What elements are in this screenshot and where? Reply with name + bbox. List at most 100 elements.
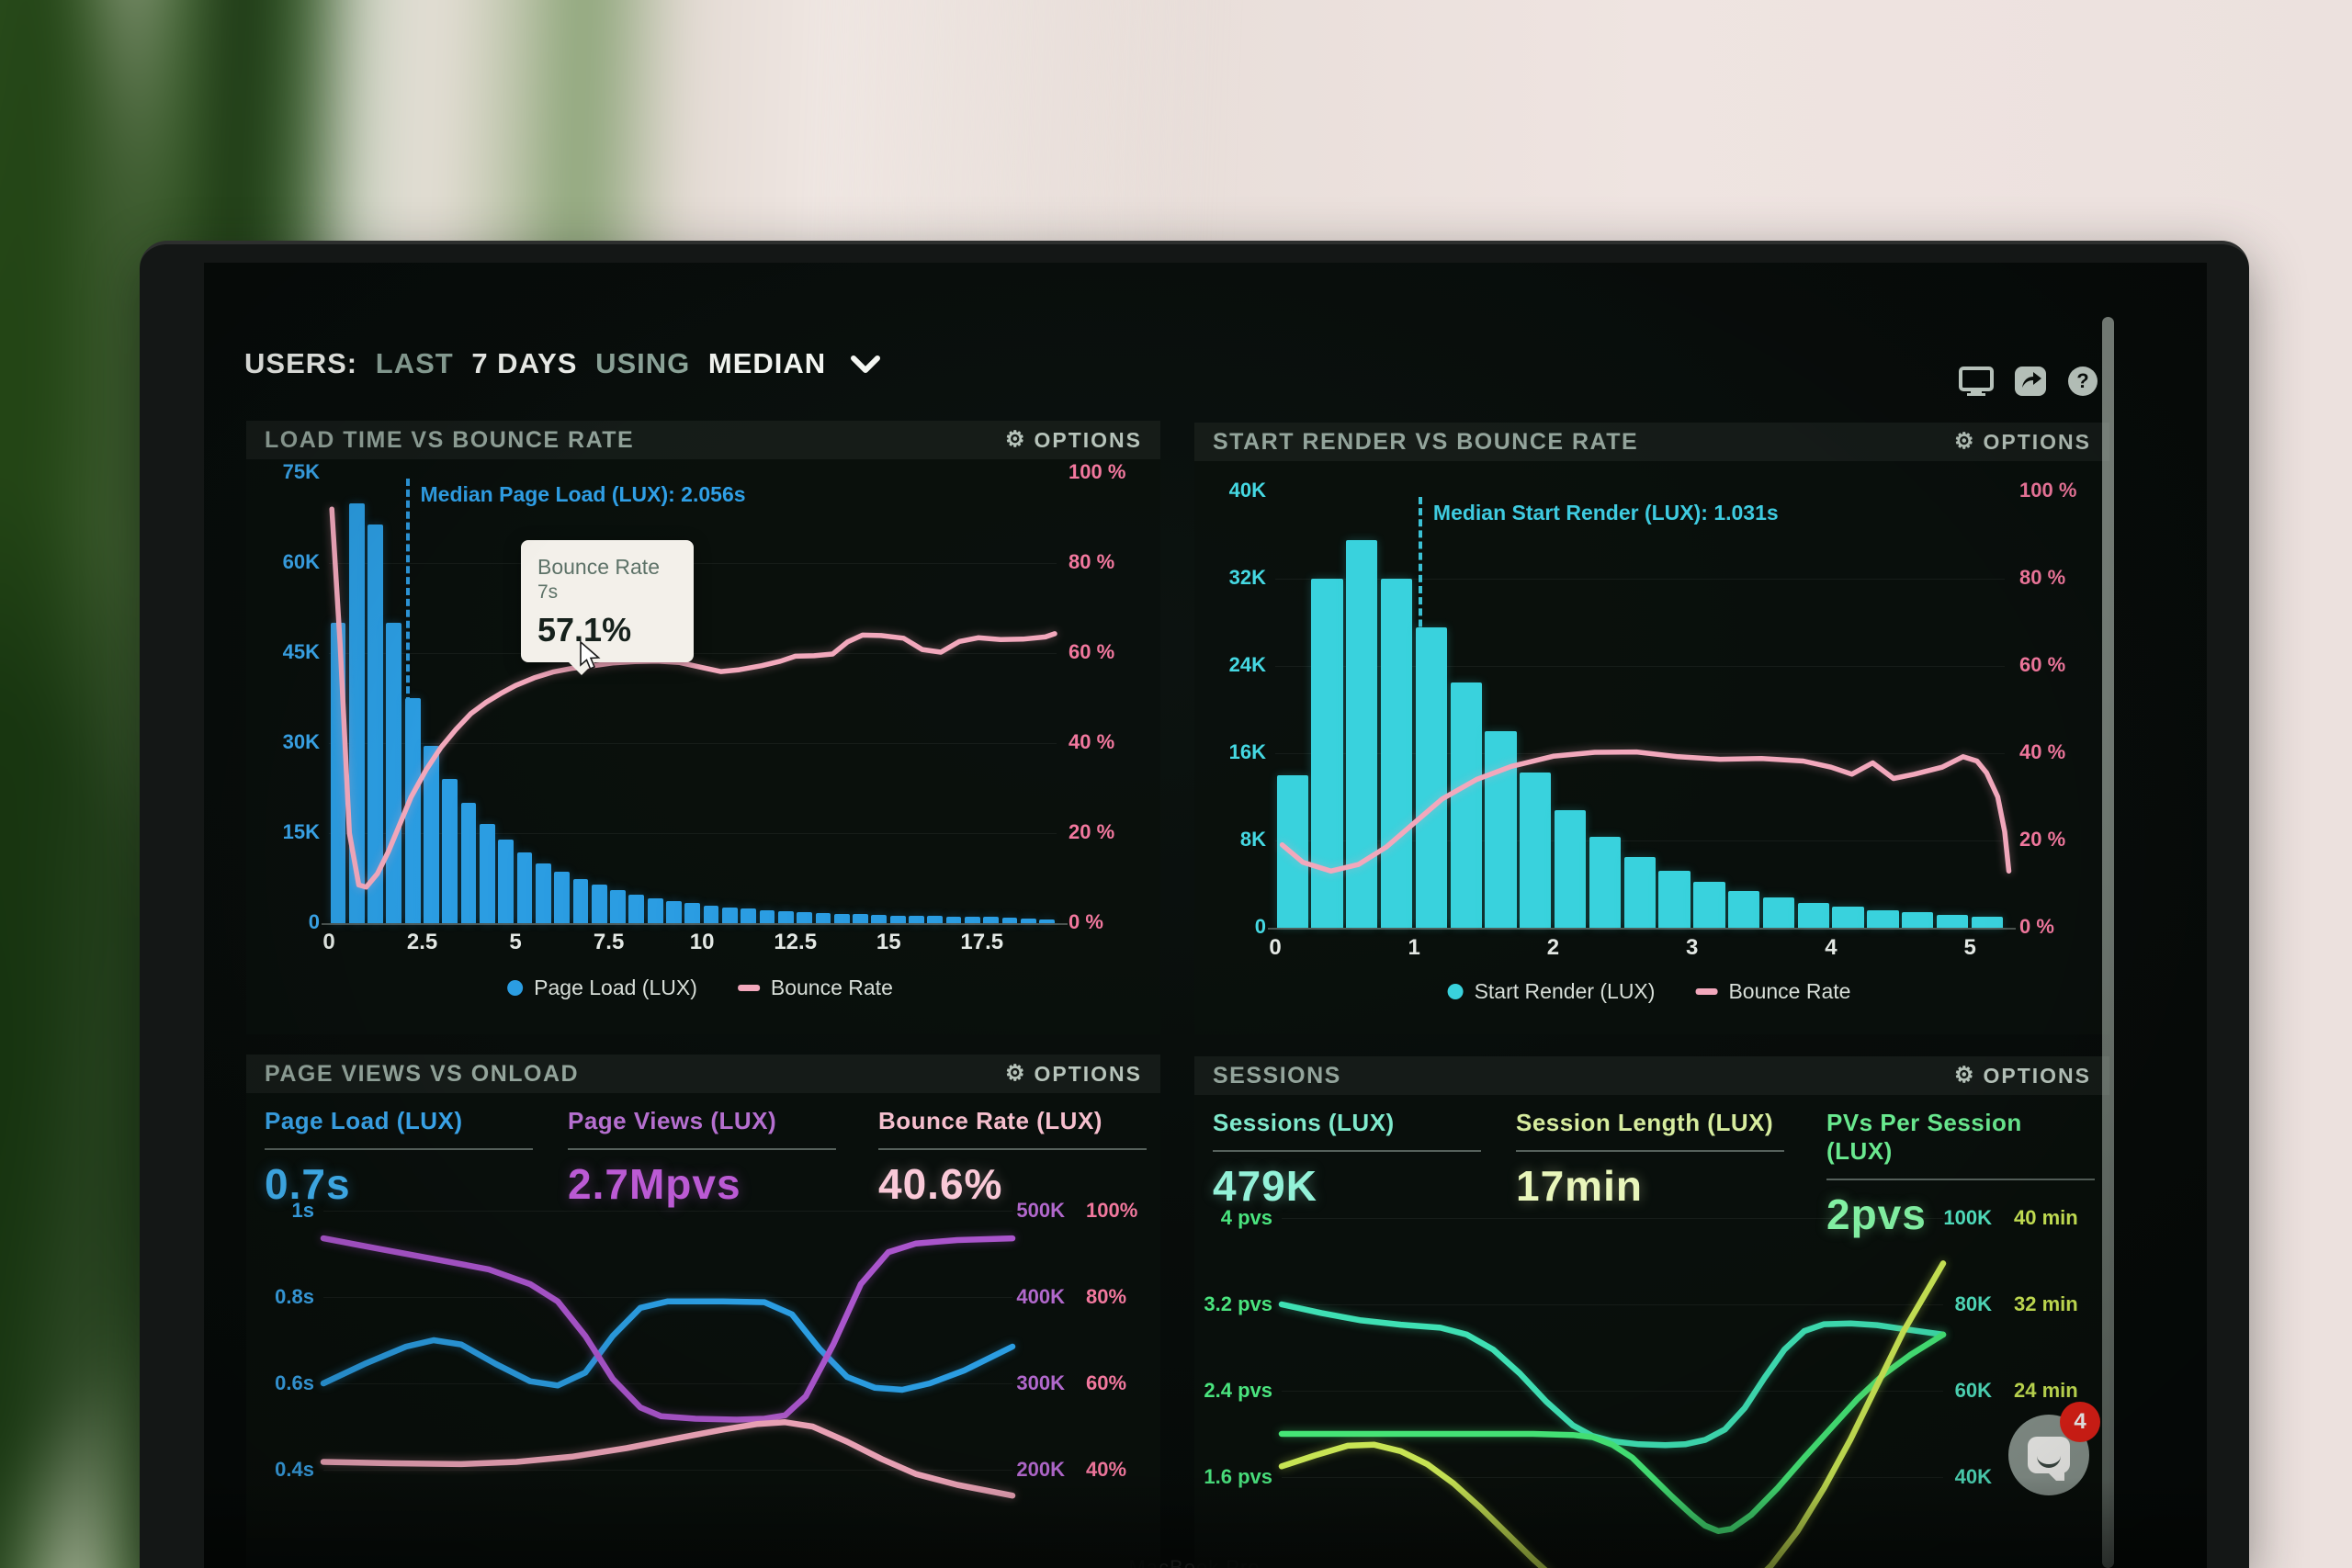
chart-gridline <box>1275 840 2005 841</box>
bar <box>1971 917 2003 928</box>
display-icon[interactable] <box>1959 366 1994 397</box>
y-axis-tick-left: 4 pvs <box>1220 1206 1272 1229</box>
y-axis-tick-left: 0 <box>1254 915 1266 938</box>
bar <box>404 698 421 923</box>
metric-value: 2pvs <box>1826 1190 1927 1238</box>
bar <box>1658 871 1690 928</box>
chat-bubble-icon <box>2028 1437 2070 1481</box>
y-axis-tick-right-1: 80K <box>1954 1292 1992 1315</box>
x-axis-tick: 0 <box>322 930 335 954</box>
options-button[interactable]: ⚙︎ OPTIONS <box>1005 1062 1142 1087</box>
chart-gridline <box>1282 1218 1943 1219</box>
y-axis-tick-right: 80 % <box>2019 566 2066 589</box>
y-axis-tick-left: 16K <box>1228 740 1266 763</box>
metric-underline <box>568 1148 836 1150</box>
metric-pvs-per-session: PVs Per Session (LUX) 2pvs <box>1826 1109 2095 1239</box>
y-axis-tick-left: 0 <box>308 910 320 933</box>
y-axis-tick-right-1: 200K <box>1016 1458 1065 1481</box>
y-axis-tick-left: 8K <box>1239 828 1266 851</box>
metric-underline <box>878 1148 1147 1150</box>
x-axis-tick: 17.5 <box>960 930 1004 954</box>
metric-underline <box>265 1148 533 1150</box>
bar <box>1936 914 1969 928</box>
x-axis-tick: 15 <box>876 930 901 954</box>
y-axis-tick-right: 60 % <box>2019 653 2066 676</box>
x-axis-tick: 0 <box>1269 935 1282 960</box>
bar <box>479 824 495 923</box>
gear-icon: ⚙︎ <box>1953 429 1976 454</box>
options-label: OPTIONS <box>1034 427 1142 452</box>
bar <box>348 502 365 923</box>
bar <box>684 903 701 923</box>
x-axis-tick: 1 <box>1408 935 1420 960</box>
bar <box>442 779 458 923</box>
panel-sessions: SESSIONS ⚙︎ OPTIONS <box>1194 1056 2109 1568</box>
legend-item[interactable]: Start Render (LUX) <box>1447 979 1656 1004</box>
chart-gridline <box>329 743 1057 744</box>
bar <box>1450 682 1482 928</box>
options-button[interactable]: ⚙︎ OPTIONS <box>1954 430 2091 455</box>
y-axis-tick-right-1: 300K <box>1016 1371 1065 1394</box>
median-annotation: Median Start Render (LUX): 1.031s <box>1432 501 1779 525</box>
legend-item[interactable]: Bounce Rate <box>1695 979 1850 1004</box>
y-axis-tick-right-1: 100K <box>1943 1206 1992 1229</box>
chart-gridline <box>323 1470 1012 1471</box>
legend-label: Start Render (LUX) <box>1474 979 1656 1003</box>
title-last: LAST <box>375 347 454 379</box>
bar <box>889 915 906 923</box>
chevron-down-icon <box>850 355 881 375</box>
chart-gridline <box>1275 666 2005 667</box>
legend-item[interactable]: Bounce Rate <box>737 976 893 1000</box>
y-axis-tick-left: 2.4 pvs <box>1204 1379 1272 1402</box>
bar <box>591 885 607 923</box>
y-axis-tick-left: 60K <box>282 550 320 573</box>
bar <box>1867 910 1899 928</box>
panel-header: START RENDER VS BOUNCE RATE ⚙︎ OPTIONS <box>1194 423 2109 461</box>
options-button[interactable]: ⚙︎ OPTIONS <box>1954 1064 2091 1089</box>
metric-label: PVs Per Session (LUX) <box>1826 1109 2022 1165</box>
share-icon[interactable] <box>2014 366 2047 397</box>
legend-dash-swatch <box>1695 988 1718 995</box>
bar <box>647 897 663 923</box>
y-axis-tick-right: 40 % <box>1069 730 1115 753</box>
bar <box>1415 627 1448 928</box>
bar <box>666 900 682 923</box>
dashboard-title-dropdown[interactable]: USERS: LAST 7 DAYS USING MEDIAN <box>244 347 881 380</box>
legend-item[interactable]: Page Load (LUX) <box>507 976 697 1000</box>
bar <box>721 908 738 923</box>
options-button[interactable]: ⚙︎ OPTIONS <box>1005 428 1142 453</box>
chart-gridline <box>1282 1391 1943 1392</box>
title-7days: 7 DAYS <box>471 347 578 379</box>
x-axis-line <box>1268 928 2016 930</box>
options-label: OPTIONS <box>1983 429 2091 454</box>
metric-underline <box>1826 1179 2095 1180</box>
metric-underline <box>1213 1150 1481 1152</box>
metric-value: 2.7Mpvs <box>568 1160 741 1208</box>
bar <box>909 915 924 923</box>
bounce-rate-line <box>329 506 1057 890</box>
bar <box>424 746 439 923</box>
panel-header: LOAD TIME VS BOUNCE RATE ⚙︎ OPTIONS <box>246 421 1160 459</box>
y-axis-tick-right: 0 % <box>2019 915 2054 938</box>
bar <box>1589 837 1622 928</box>
y-axis-tick-right-2: 40% <box>1086 1458 1127 1481</box>
gear-icon: ⚙︎ <box>1004 1061 1027 1086</box>
metric-label: Page Views (LUX) <box>568 1107 777 1134</box>
y-axis-tick-right: 0 % <box>1069 910 1103 933</box>
page-scrollbar[interactable] <box>2102 317 2114 1568</box>
x-axis-tick: 7.5 <box>593 930 625 954</box>
chart-tooltip: Bounce Rate 7s 57.1% <box>521 540 694 675</box>
y-axis-tick-right: 100 % <box>1069 460 1126 483</box>
bar <box>1001 918 1018 923</box>
x-axis-tick: 4 <box>1825 935 1838 960</box>
bar <box>964 917 980 923</box>
chart-gridline <box>1275 579 2005 580</box>
tooltip-x-value: 7s <box>537 581 559 603</box>
chat-unread-badge: 4 <box>2060 1402 2100 1442</box>
bar <box>628 894 645 923</box>
bar <box>610 890 626 923</box>
help-icon[interactable]: ? <box>2067 366 2098 397</box>
panel-title: START RENDER VS BOUNCE RATE <box>1213 428 1639 455</box>
x-axis-tick: 2.5 <box>406 930 438 954</box>
